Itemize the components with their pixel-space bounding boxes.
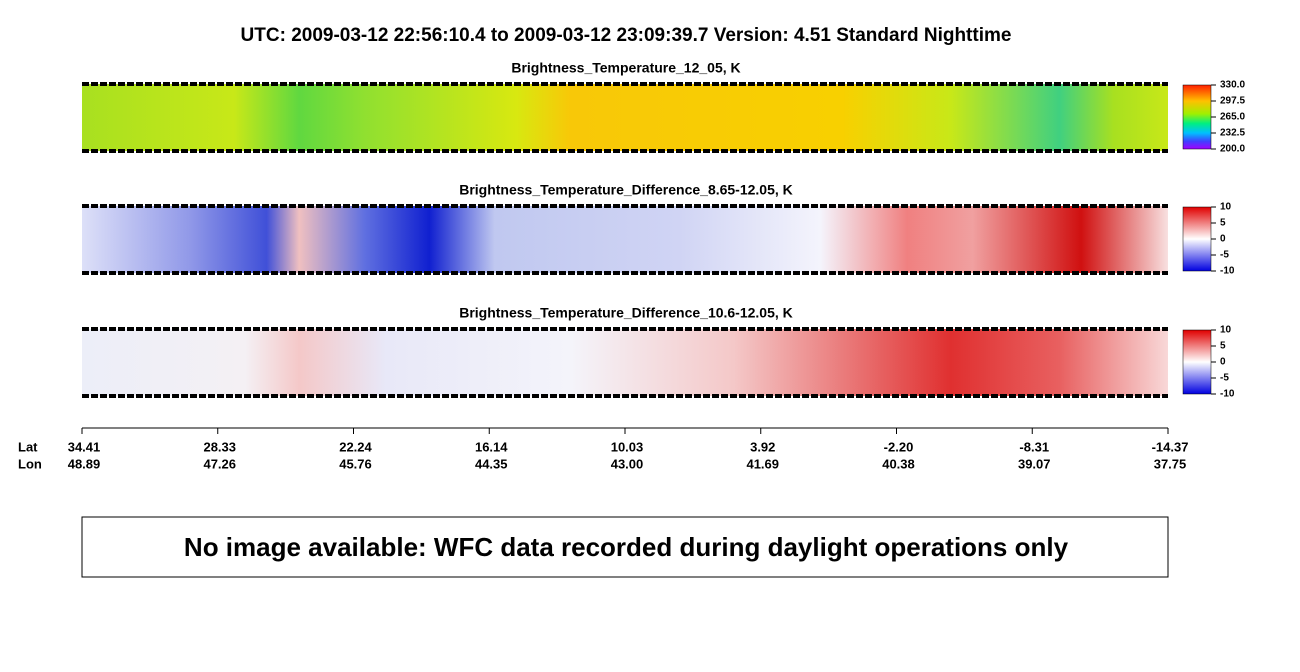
lat-tick-label: 16.14	[475, 439, 508, 454]
colorbar-tick-label: 5	[1220, 341, 1226, 352]
colorbar-tick-label: 232.5	[1220, 128, 1245, 139]
panel-image	[82, 329, 1168, 396]
lon-tick-label: 39.07	[1018, 456, 1051, 471]
lat-tick-label: -8.31	[1019, 439, 1049, 454]
colorbar-tick-label: -10	[1220, 266, 1235, 277]
lon-tick-label: 43.00	[611, 456, 644, 471]
lon-tick-label: 41.69	[746, 456, 779, 471]
panel-title: Brightness_Temperature_Difference_10.6-1…	[459, 305, 793, 321]
colorbar-tick-label: 0	[1220, 357, 1226, 368]
colorbar-tick-label: -5	[1220, 373, 1229, 384]
colorbar-tick-label: 10	[1220, 325, 1232, 336]
lat-label: Lat	[18, 439, 38, 454]
colorbar-tick-label: 0	[1220, 234, 1226, 245]
colorbar-tick-label: 5	[1220, 218, 1226, 229]
colorbar-tick-label: -10	[1220, 389, 1235, 400]
panel-title: Brightness_Temperature_12_05, K	[511, 60, 740, 76]
lat-tick-label: -2.20	[884, 439, 914, 454]
colorbar-tick-label: 10	[1220, 202, 1232, 213]
lat-tick-label: 3.92	[750, 439, 775, 454]
lon-tick-label: 44.35	[475, 456, 508, 471]
notice-text: No image available: WFC data recorded du…	[184, 532, 1069, 562]
colorbar-tick-label: 265.0	[1220, 112, 1245, 123]
lat-tick-label: 10.03	[611, 439, 644, 454]
lon-tick-label: 40.38	[882, 456, 915, 471]
lon-tick-label: 48.89	[68, 456, 101, 471]
lat-tick-label: 22.24	[339, 439, 372, 454]
colorbar-tick-label: 297.5	[1220, 96, 1245, 107]
lon-tick-label: 47.26	[203, 456, 236, 471]
lon-tick-label: 37.75	[1154, 456, 1187, 471]
lon-label: Lon	[18, 456, 42, 471]
colorbar-tick-label: 330.0	[1220, 80, 1245, 91]
notice-box	[81, 516, 1169, 578]
panel-image	[82, 84, 1168, 151]
lat-tick-label: -14.37	[1152, 439, 1189, 454]
colorbar	[1182, 84, 1212, 150]
lat-tick-label: 34.41	[68, 439, 101, 454]
panel-title: Brightness_Temperature_Difference_8.65-1…	[459, 182, 793, 198]
colorbar-tick-label: -5	[1220, 250, 1229, 261]
page-title: UTC: 2009-03-12 22:56:10.4 to 2009-03-12…	[241, 25, 1012, 46]
lat-tick-label: 28.33	[203, 439, 236, 454]
colorbar	[1182, 206, 1212, 272]
colorbar	[1182, 329, 1212, 395]
lon-tick-label: 45.76	[339, 456, 372, 471]
panel-image	[82, 206, 1168, 273]
colorbar-tick-label: 200.0	[1220, 144, 1245, 155]
